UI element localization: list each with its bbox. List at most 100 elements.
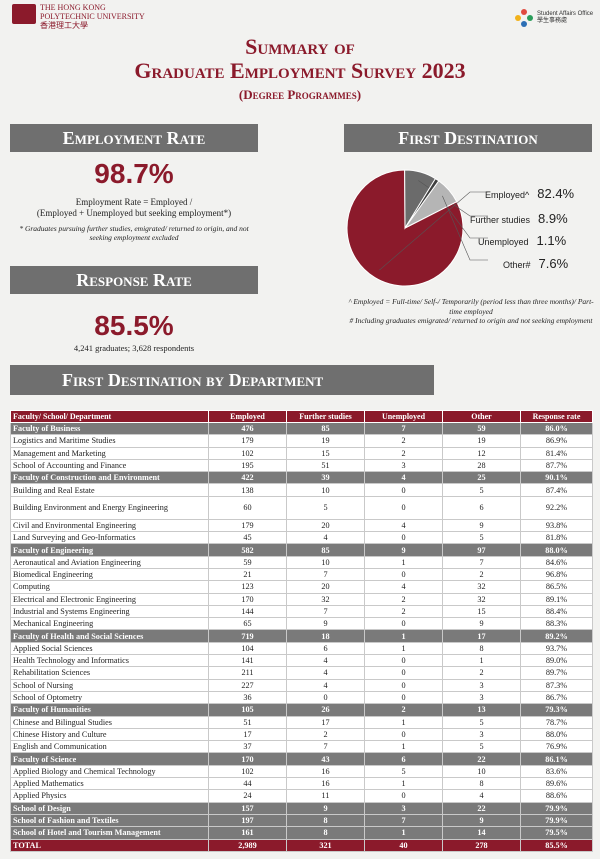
value-cell: 81.8% <box>520 531 593 545</box>
employment-rate-formula: Employment Rate = Employed / (Employed +… <box>10 197 258 219</box>
value-cell: 19 <box>286 434 365 448</box>
value-cell: 15 <box>286 446 365 460</box>
value-cell: 22 <box>442 801 521 815</box>
value-cell: 8 <box>442 641 521 656</box>
value-cell: 3 <box>442 727 521 742</box>
value-cell: 141 <box>208 654 287 668</box>
value-cell: 105 <box>208 703 287 717</box>
value-cell: 85 <box>286 421 365 436</box>
value-cell: 102 <box>208 446 287 460</box>
value-cell: 3 <box>364 458 443 473</box>
value-cell: 4 <box>364 580 443 594</box>
table-row: Biomedical Engineering 21 7 0 2 96.8% <box>10 567 593 582</box>
row-label-cell: School of Fashion and Textiles <box>10 813 209 828</box>
row-label-cell: Applied Biology and Chemical Technology <box>10 764 209 779</box>
value-cell: 25 <box>442 471 521 485</box>
value-cell: 89.2% <box>520 629 593 643</box>
table-row: Civil and Environmental Engineering 179 20… <box>10 518 593 533</box>
value-cell: 87.3% <box>520 678 593 692</box>
row-label-cell: Faculty of Health and Social Sciences <box>10 629 209 643</box>
value-cell: 179 <box>208 518 287 533</box>
value-cell: 9 <box>442 518 521 533</box>
value-cell: 0 <box>286 690 365 705</box>
row-label-cell: Health Technology and Informatics <box>10 654 209 668</box>
header-bar: THE HONG KONG POLYTECHNIC UNIVERSITY 香港理… <box>0 0 600 30</box>
value-cell: 18 <box>286 629 365 643</box>
table-row: Mechanical Engineering 65 9 0 9 88.3% <box>10 617 593 631</box>
value-cell: 90.1% <box>520 471 593 485</box>
row-label-cell: Computing <box>10 580 209 594</box>
row-label-cell: Electrical and Electronic Engineering <box>10 592 209 606</box>
table-row: Chinese and Bilingual Studies 51 17 1 5 78.7% <box>10 715 593 729</box>
formula-line2: (Employed + Unemployed but seeking emplo… <box>36 208 232 218</box>
faculty-row: School of Fashion and Textiles 197 8 7 9 79.9… <box>10 813 593 828</box>
university-name-line1: THE HONG KONG <box>40 3 106 12</box>
value-cell: 44 <box>208 777 287 791</box>
value-cell: 83.6% <box>520 764 593 779</box>
value-cell: 0 <box>364 567 443 582</box>
value-cell: 97 <box>442 543 521 557</box>
value-cell: 17 <box>442 629 521 643</box>
faculty-row: Faculty of Business 476 85 7 59 86.0% <box>10 421 593 436</box>
row-label-cell: Building Environment and Energy Engineer… <box>10 495 209 520</box>
value-cell: 321 <box>286 838 365 852</box>
row-label-cell: Faculty of Humanities <box>10 703 209 717</box>
value-cell: 36 <box>208 690 287 705</box>
value-cell: 179 <box>208 434 287 448</box>
value-cell: 3 <box>442 690 521 705</box>
table-header-row: Faculty/ School/ Department Employed Furth… <box>10 410 593 423</box>
row-label-cell: Chinese History and Culture <box>10 727 209 742</box>
value-cell: 81.4% <box>520 446 593 460</box>
value-cell: 7 <box>286 740 365 754</box>
table-row: Electrical and Electronic Engineering 170… <box>10 592 593 606</box>
row-label-cell: School of Accounting and Finance <box>10 458 209 473</box>
faculty-row: Faculty of Engineering 582 85 9 97 88.0% <box>10 543 593 557</box>
office-name-english: Student Affairs Office <box>537 11 594 17</box>
value-cell: 51 <box>208 715 287 729</box>
column-header: Further studies <box>286 410 365 423</box>
value-cell: 422 <box>208 471 287 485</box>
column-header: Employed <box>208 410 287 423</box>
faculty-row: Faculty of Science 170 43 6 22 86.1% <box>10 752 593 766</box>
value-cell: 227 <box>208 678 287 692</box>
value-cell: 86.7% <box>520 690 593 705</box>
value-cell: 37 <box>208 740 287 754</box>
formula-line1: Employment Rate = Employed / <box>75 197 193 207</box>
row-label-cell: TOTAL <box>10 838 209 852</box>
row-label-cell: School of Optometry <box>10 690 209 705</box>
value-cell: 161 <box>208 826 287 840</box>
value-cell: 5 <box>442 531 521 545</box>
value-cell: 9 <box>286 617 365 631</box>
university-logo <box>12 4 36 24</box>
value-cell: 45 <box>208 531 287 545</box>
value-cell: 92.2% <box>520 495 593 520</box>
value-cell: 43 <box>286 752 365 766</box>
value-cell: 8 <box>286 813 365 828</box>
value-cell: 0 <box>364 678 443 692</box>
pie-legend-item: Unemployed 1.1% <box>478 233 566 248</box>
value-cell: 144 <box>208 604 287 619</box>
value-cell: 7 <box>364 421 443 436</box>
first-destination-heading: First Destination <box>344 124 592 152</box>
value-cell: 278 <box>442 838 521 852</box>
value-cell: 15 <box>442 604 521 619</box>
row-label-cell: School of Design <box>10 801 209 815</box>
value-cell: 32 <box>286 592 365 606</box>
value-cell: 195 <box>208 458 287 473</box>
value-cell: 5 <box>442 740 521 754</box>
value-cell: 1 <box>364 826 443 840</box>
pie-leader-line <box>442 195 488 261</box>
value-cell: 7 <box>364 813 443 828</box>
value-cell: 6 <box>286 641 365 656</box>
value-cell: 17 <box>208 727 287 742</box>
value-cell: 2 <box>364 604 443 619</box>
row-label-cell: Faculty of Engineering <box>10 543 209 557</box>
value-cell: 87.4% <box>520 483 593 497</box>
first-destination-pie-chart <box>346 169 488 287</box>
value-cell: 4 <box>364 471 443 485</box>
value-cell: 157 <box>208 801 287 815</box>
value-cell: 5 <box>364 764 443 779</box>
table-row: Building and Real Estate 138 10 0 5 87.4% <box>10 483 593 497</box>
value-cell: 12 <box>442 446 521 460</box>
row-label-cell: Management and Marketing <box>10 446 209 460</box>
